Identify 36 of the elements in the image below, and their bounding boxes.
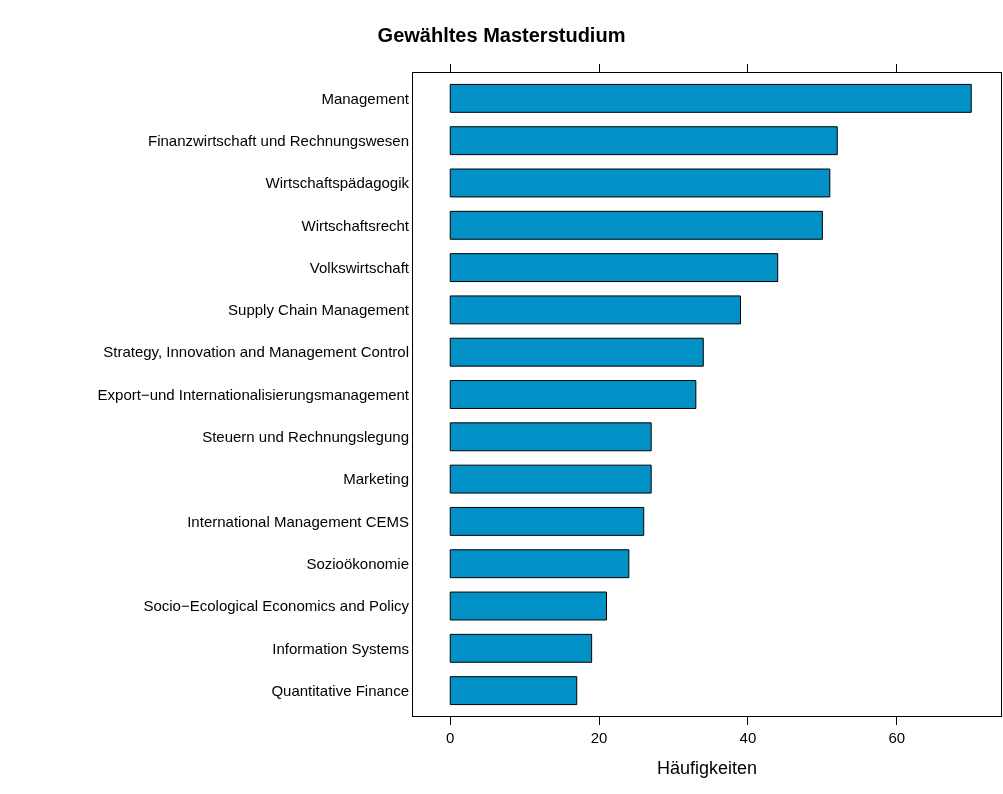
y-tick-label: Sozioökonomie [306, 554, 409, 572]
bar [449, 83, 972, 113]
x-tick-label: 0 [446, 729, 455, 746]
bar [449, 633, 593, 663]
bar [449, 380, 697, 409]
chart-title: Gewähltes Masterstudium [377, 23, 626, 46]
y-tick-label: Management [321, 89, 410, 107]
x-axis-title: Häufigkeiten [656, 758, 758, 779]
y-tick-label: Steuern und Rechnungslegung [202, 428, 409, 446]
bar [449, 337, 704, 367]
x-tick-label: 40 [739, 729, 757, 746]
bar [449, 210, 823, 240]
bar [449, 168, 831, 198]
y-tick-label: Marketing [343, 470, 409, 488]
y-tick-label: Finanzwirtschaft und Rechnungswesen [148, 131, 409, 149]
bar [449, 126, 838, 156]
y-tick-label: Quantitative Finance [271, 681, 409, 699]
y-tick-label: Information Systems [272, 639, 409, 657]
bar [449, 422, 652, 452]
y-tick-label: Wirtschaftsrecht [301, 216, 410, 234]
bar [449, 549, 630, 579]
y-tick-label: Volkswirtschaft [309, 258, 410, 276]
y-tick-label: Socio−Ecological Economics and Policy [143, 597, 410, 615]
bar [449, 591, 608, 621]
x-tick-label: 60 [888, 729, 906, 746]
x-tick-label: 20 [590, 729, 608, 746]
bar [449, 253, 779, 283]
y-tick-label: Wirtschaftspädagogik [265, 174, 410, 192]
y-tick-label: Strategy, Innovation and Management Control [103, 343, 409, 361]
bar [449, 506, 645, 536]
y-tick-label: International Management CEMS [187, 512, 409, 530]
bar [449, 295, 741, 325]
bar [449, 676, 578, 706]
y-tick-label: Supply Chain Management [228, 301, 410, 319]
y-tick-label: Export−und Internationalisierungsmanagement [97, 385, 410, 403]
bar [449, 464, 652, 494]
